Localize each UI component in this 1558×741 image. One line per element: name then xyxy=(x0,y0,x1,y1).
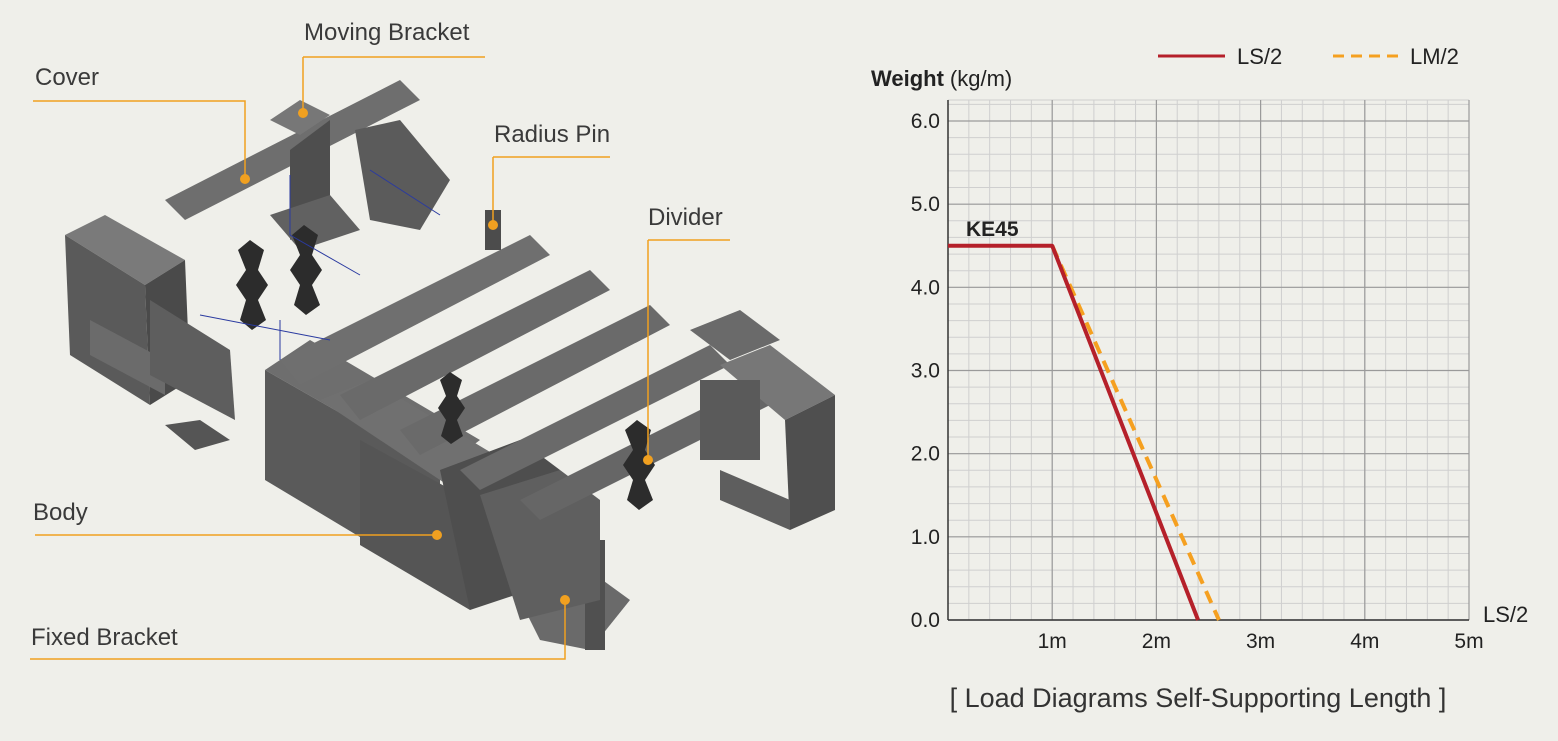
cover-leader xyxy=(33,100,246,179)
load-diagram-chart: 0.0 1.0 2.0 3.0 4.0 5.0 6.0 1m 2m 3m 4m 5m Weight(… xyxy=(871,44,1528,713)
divider-label: Divider xyxy=(648,204,723,231)
grid-minor xyxy=(947,99,1470,621)
y-tick-labels: 0.0 1.0 2.0 3.0 4.0 5.0 6.0 xyxy=(911,110,940,632)
divider-parts xyxy=(236,225,655,510)
assembly-lines xyxy=(199,169,441,360)
body-label: Body xyxy=(33,499,88,526)
x-tick-labels: 1m 2m 3m 4m 5m xyxy=(1038,630,1484,653)
x-tick-label: 4m xyxy=(1350,630,1379,653)
fixed-bracket-label: Fixed Bracket xyxy=(31,624,178,651)
series-line-lm2 xyxy=(1050,244,1221,621)
left-bracket-part xyxy=(65,215,235,450)
legend-label-lm2: LM/2 xyxy=(1410,44,1459,69)
callout-dots xyxy=(240,108,653,605)
grid-major xyxy=(948,100,1470,621)
chart-title: [ Load Diagrams Self-Supporting Length ] xyxy=(950,683,1447,713)
y-axis-label-bold: Weight xyxy=(871,66,945,91)
moving-bracket-part xyxy=(165,80,450,250)
cover-label: Cover xyxy=(35,64,99,91)
chart-legend: LS/2 LM/2 xyxy=(1158,44,1459,69)
y-tick-label: 5.0 xyxy=(911,193,940,216)
y-tick-label: 4.0 xyxy=(911,276,940,299)
legend-label-ls2: LS/2 xyxy=(1237,44,1282,69)
x-tick-label: 1m xyxy=(1038,630,1067,653)
right-bracket-part xyxy=(690,310,835,530)
radius-pin-label: Radius Pin xyxy=(494,121,610,148)
x-tick-label: 5m xyxy=(1454,630,1483,653)
exploded-diagram xyxy=(65,80,835,650)
chart-series xyxy=(948,243,1221,621)
y-tick-label: 0.0 xyxy=(911,609,940,632)
x-tick-label: 2m xyxy=(1142,630,1171,653)
fixed-bracket-leader xyxy=(30,600,566,660)
series-annotation: KE45 xyxy=(966,218,1019,241)
y-tick-label: 2.0 xyxy=(911,443,940,466)
chart-axes xyxy=(947,100,1469,621)
y-tick-label: 1.0 xyxy=(911,526,940,549)
moving-bracket-label: Moving Bracket xyxy=(304,19,470,46)
y-tick-label: 6.0 xyxy=(911,110,940,133)
y-axis-label-unit: (kg/m) xyxy=(950,66,1012,91)
callouts xyxy=(30,56,730,660)
y-tick-label: 3.0 xyxy=(911,360,940,383)
x-tick-label: 3m xyxy=(1246,630,1275,653)
y-axis-label: Weight (kg/m) xyxy=(871,66,1012,91)
x-axis-label: LS/2 xyxy=(1483,602,1528,627)
series-line-ls2 xyxy=(948,243,1200,621)
